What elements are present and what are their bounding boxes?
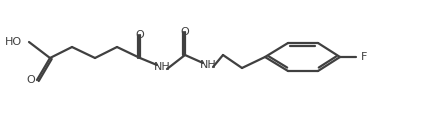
Text: O: O	[181, 27, 189, 37]
Text: F: F	[361, 52, 367, 62]
Text: HO: HO	[5, 37, 22, 47]
Text: NH: NH	[200, 60, 216, 70]
Text: NH: NH	[154, 62, 171, 72]
Text: O: O	[26, 75, 35, 85]
Text: O: O	[136, 30, 144, 40]
